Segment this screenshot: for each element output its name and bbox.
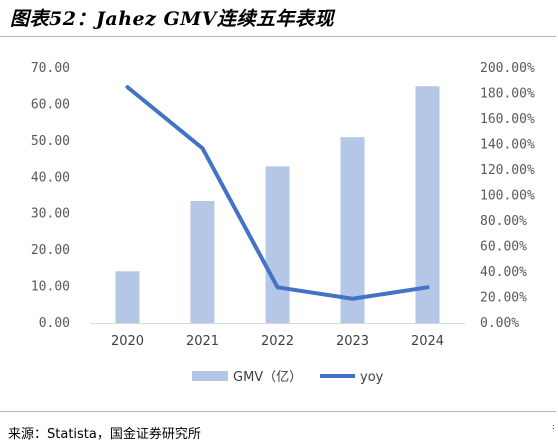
gmv-bar <box>265 166 290 323</box>
right-tick-label: 20.00% <box>480 291 527 306</box>
gmv-bar <box>115 271 140 323</box>
gmv-bar <box>190 200 215 323</box>
left-axis-tick-labels: 0.00 10.00 20.00 30.00 40.00 50.00 60.00 70.00 <box>31 61 70 331</box>
right-tick-label: 160.00% <box>480 112 535 127</box>
right-tick-label: 80.00% <box>480 214 527 229</box>
right-axis-tick-labels: 0.00% 20.00% 40.00% 60.00% 80.00% 100.00% 120.… <box>480 61 535 331</box>
legend-label-yoy: yoy <box>360 370 384 385</box>
x-tick-label: 2022 <box>261 334 294 349</box>
right-tick-label: 0.00% <box>480 316 519 331</box>
right-tick-label: 100.00% <box>480 189 535 204</box>
gmv-yoy-combo-chart: 0.0010.0020.0030.0040.0050.0060.0070.00 … <box>31 61 535 385</box>
source-divider <box>0 411 556 412</box>
left-tick-label: 10.00 <box>31 280 70 295</box>
title-divider <box>0 36 556 37</box>
yoy-line <box>125 85 430 301</box>
source-note: 来源：Statista，国金证券研究所 <box>8 427 201 442</box>
right-tick-label: 200.00% <box>480 61 535 76</box>
legend-label-gmv: GMV（亿） <box>233 370 302 385</box>
right-tick-label: 120.00% <box>480 163 535 178</box>
x-tick-label: 2023 <box>336 334 369 349</box>
legend-swatch-gmv <box>192 371 228 381</box>
left-tick-label: 50.00 <box>31 134 70 149</box>
x-tick-label: 2021 <box>186 334 219 349</box>
right-tick-label: 180.00% <box>480 87 535 102</box>
left-tick-label: 20.00 <box>31 243 70 258</box>
x-tick-label: 2020 <box>111 334 144 349</box>
left-tick-label: 40.00 <box>31 170 70 185</box>
right-tick-label: 140.00% <box>480 138 535 153</box>
x-tick-label: 2024 <box>411 334 444 349</box>
corner-mark: : <box>552 422 555 431</box>
right-tick-label: 60.00% <box>480 240 527 255</box>
left-tick-label: 30.00 <box>31 207 70 222</box>
gmv-bars <box>115 86 440 323</box>
left-tick-label: 70.00 <box>31 61 70 76</box>
left-tick-label: 60.00 <box>31 97 70 112</box>
chart-legend: GMV（亿） yoy <box>192 370 384 385</box>
gmv-bar <box>415 86 440 323</box>
chart-title: 图表52：Jahez GMV连续五年表现 <box>10 8 335 30</box>
x-axis-tick-labels: 2020 2021 2022 2023 2024 <box>111 334 444 349</box>
gmv-bar <box>340 137 365 323</box>
right-tick-label: 40.00% <box>480 265 527 280</box>
left-tick-label: 0.00 <box>39 316 70 331</box>
